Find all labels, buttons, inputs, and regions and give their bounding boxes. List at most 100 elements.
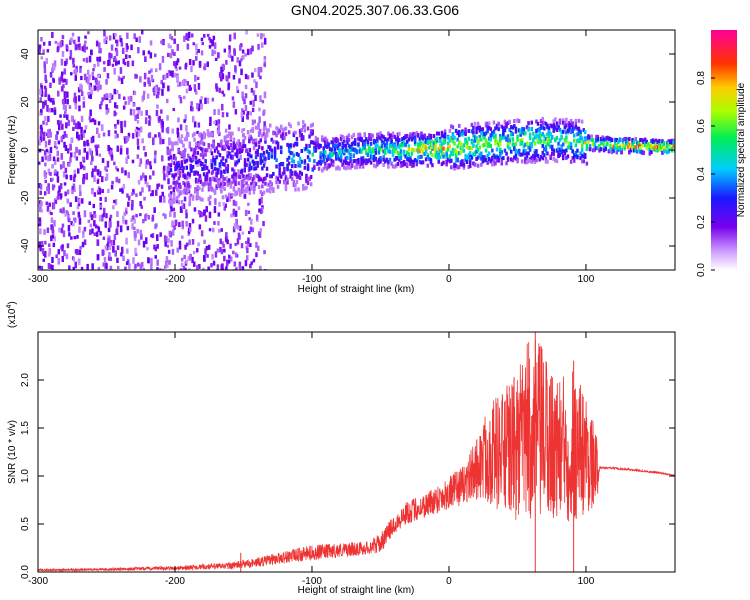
spectrogram-noise-cell: [126, 155, 130, 159]
y-tick-label: 40: [20, 48, 31, 60]
spectrogram-ridge-cell: [335, 151, 338, 156]
spectrogram-ridge-cell: [243, 163, 247, 168]
spectrogram-ridge-cell: [221, 179, 225, 183]
spectrogram-ridge-cell: [379, 146, 382, 151]
spectrogram-ridge-cell: [188, 195, 192, 200]
spectrogram-ridge-cell: [413, 135, 417, 140]
spectrogram-ridge-cell: [637, 147, 641, 152]
spectrogram-ridge-cell: [467, 129, 470, 133]
spectrogram-ridge-cell: [390, 161, 393, 166]
spectrogram-ridge-cell: [352, 140, 355, 145]
spectrogram-ridge-cell: [551, 124, 554, 129]
spectrogram-ridge-cell: [661, 150, 664, 155]
spectrogram-noise-cell: [240, 112, 244, 118]
spectrogram-ridge-cell: [176, 163, 179, 168]
spectrogram-noise-cell: [58, 227, 61, 233]
spectrogram-noise-cell: [122, 47, 125, 54]
spectrogram-noise-cell: [164, 213, 167, 219]
spectrogram-ridge-cell: [275, 126, 278, 131]
spectrogram-ridge-cell: [202, 182, 206, 187]
spectrogram-noise-cell: [129, 95, 133, 102]
spectrogram-ridge-cell: [248, 176, 251, 181]
spectrogram-ridge-cell: [439, 155, 442, 159]
spectrogram-noise-cell: [212, 260, 216, 266]
spectrogram-ridge-cell: [276, 127, 280, 132]
spectrogram-ridge-cell: [308, 150, 311, 155]
spectrogram-ridge-cell: [209, 185, 212, 190]
spectrogram-noise-cell: [110, 94, 114, 100]
spectrogram-ridge-cell: [514, 126, 518, 131]
spectrogram-noise-cell: [73, 39, 76, 45]
spectrogram-ridge-cell: [580, 148, 584, 152]
spectrogram-ridge-cell: [309, 132, 313, 137]
spectrogram-ridge-cell: [612, 148, 615, 153]
spectrogram-ridge-cell: [291, 157, 294, 162]
spectrogram-noise-cell: [122, 184, 126, 190]
spectrogram-ridge-cell: [354, 147, 357, 152]
spectrogram-noise-cell: [160, 109, 163, 114]
spectrogram-noise-cell: [52, 100, 55, 105]
spectrogram-noise-cell: [110, 184, 114, 190]
spectrogram-ridge-cell: [235, 191, 239, 196]
spectrogram-ridge-cell: [469, 157, 472, 162]
spectrogram-ridge-cell: [558, 137, 562, 142]
spectrogram-ridge-cell: [666, 144, 669, 149]
spectrogram-noise-cell: [227, 71, 231, 79]
spectrogram-noise-cell: [59, 183, 63, 190]
spectrogram-ridge-cell: [464, 130, 467, 135]
spectrogram-noise-cell: [154, 53, 157, 58]
spectrogram-ridge-cell: [672, 144, 675, 149]
spectrogram-noise-cell: [119, 188, 122, 192]
spectrogram-noise-cell: [255, 81, 258, 89]
spectrogram-noise-cell: [53, 109, 57, 115]
spectrogram-noise-cell: [116, 257, 119, 263]
spectrogram-noise-cell: [79, 245, 82, 250]
spectrogram-ridge-cell: [379, 159, 382, 164]
spectrogram-ridge-cell: [413, 138, 417, 143]
spectrogram-noise-cell: [245, 174, 249, 179]
spectrogram-ridge-cell: [172, 199, 176, 204]
spectrogram-ridge-cell: [453, 166, 456, 171]
spectrogram-noise-cell: [194, 187, 197, 194]
spectrogram-noise-cell: [40, 90, 44, 97]
spectrogram-noise-cell: [262, 33, 265, 38]
spectrogram-ridge-cell: [385, 157, 388, 162]
spectrogram-noise-cell: [51, 165, 54, 169]
spectrogram-noise-cell: [59, 208, 62, 213]
spectrogram-ridge-cell: [314, 146, 318, 151]
spectrogram-noise-cell: [233, 261, 237, 267]
spectrogram-noise-cell: [72, 64, 75, 68]
spectrogram-ridge-cell: [607, 149, 611, 153]
spectrogram-noise-cell: [76, 131, 79, 139]
spectrogram-ridge-cell: [536, 134, 540, 139]
spectrogram-ridge-cell: [454, 158, 458, 163]
spectrogram-noise-cell: [104, 166, 107, 171]
spectrogram-noise-cell: [241, 108, 244, 113]
spectrogram-ridge-cell: [294, 164, 297, 168]
spectrogram-ridge-cell: [377, 157, 381, 162]
spectrogram-noise-cell: [65, 174, 68, 180]
spectrogram-ridge-cell: [198, 145, 201, 150]
spectrogram-ridge-cell: [584, 137, 587, 142]
spectrogram-noise-cell: [109, 221, 112, 228]
spectrogram-noise-cell: [56, 150, 59, 157]
spectrogram-ridge-cell: [456, 137, 459, 142]
spectrogram-noise-cell: [197, 122, 201, 128]
spectrogram-ridge-cell: [328, 147, 332, 152]
spectrogram-ridge-cell: [615, 150, 618, 155]
spectrogram-noise-cell: [148, 70, 151, 74]
spectrogram-ridge-cell: [448, 138, 452, 143]
spectrogram-ridge-cell: [538, 157, 541, 162]
spectrogram-ridge-cell: [393, 143, 396, 148]
spectrogram-ridge-cell: [587, 140, 590, 145]
spectrogram-ridge-cell: [486, 121, 489, 126]
spectrogram-ridge-cell: [363, 139, 366, 144]
spectrogram-noise-cell: [234, 210, 238, 217]
spectrogram-ridge-cell: [606, 142, 609, 147]
spectrogram-noise-cell: [198, 62, 202, 66]
spectrogram-ridge-cell: [579, 136, 582, 141]
spectrogram-ridge-cell: [172, 174, 176, 179]
spectrogram-noise-cell: [234, 65, 237, 72]
spectrogram-ridge-cell: [454, 163, 458, 168]
